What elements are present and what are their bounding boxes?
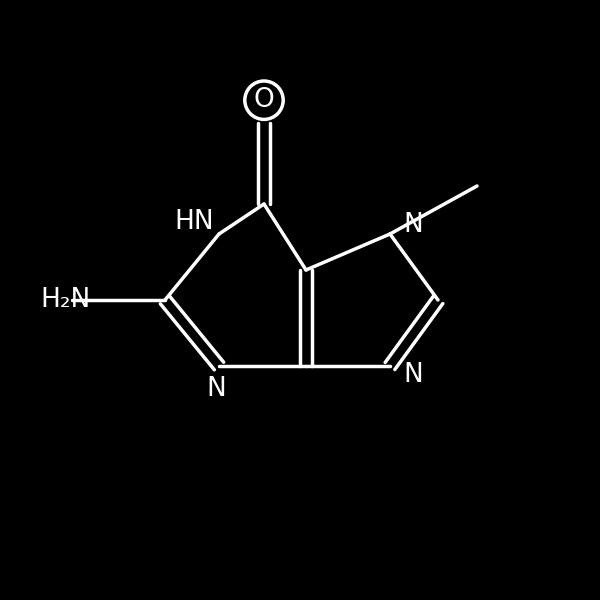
Text: N: N bbox=[403, 212, 422, 238]
Text: HN: HN bbox=[174, 209, 214, 235]
Text: H₂N: H₂N bbox=[41, 287, 91, 313]
Text: O: O bbox=[254, 87, 274, 113]
Text: N: N bbox=[403, 362, 422, 388]
Text: N: N bbox=[206, 376, 226, 402]
